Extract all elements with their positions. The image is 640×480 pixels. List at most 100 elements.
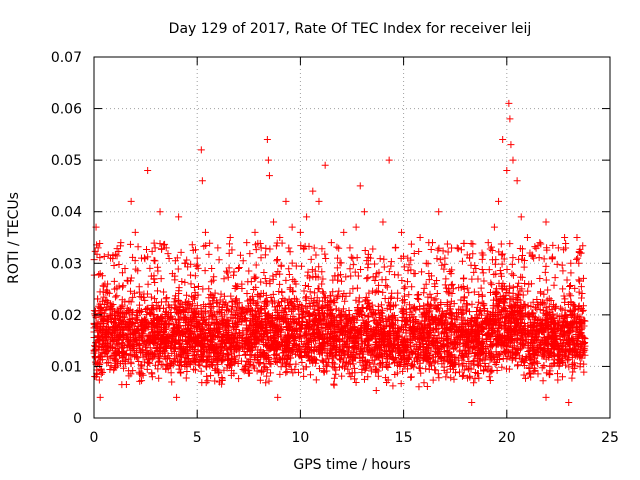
data-point — [335, 287, 343, 295]
data-point — [107, 302, 115, 310]
data-point — [134, 322, 142, 330]
data-point — [121, 360, 129, 368]
data-point — [322, 294, 330, 302]
dense-scatter-band — [90, 239, 589, 394]
data-point — [532, 314, 540, 322]
data-point — [485, 362, 493, 370]
data-point — [204, 377, 212, 385]
data-point — [301, 312, 309, 320]
data-point — [182, 374, 190, 382]
data-point — [138, 377, 146, 385]
data-point — [580, 368, 588, 376]
data-point — [111, 293, 119, 301]
data-point — [163, 294, 171, 302]
data-point — [540, 362, 548, 370]
data-point — [405, 291, 413, 299]
data-point — [218, 373, 226, 381]
data-point — [565, 363, 573, 371]
data-point — [250, 338, 258, 346]
data-point — [345, 370, 353, 378]
data-point — [349, 285, 357, 293]
data-point — [190, 365, 198, 373]
data-point — [429, 376, 437, 384]
data-point — [564, 356, 572, 364]
data-point — [300, 372, 308, 380]
data-point — [170, 298, 178, 306]
data-point — [300, 287, 308, 295]
data-point — [203, 372, 211, 380]
data-point — [450, 375, 458, 383]
data-point — [558, 373, 566, 381]
data-point — [458, 372, 466, 380]
data-point — [555, 362, 563, 370]
data-point — [260, 363, 268, 371]
data-point — [397, 380, 405, 388]
data-point — [560, 292, 568, 300]
data-point — [468, 300, 476, 308]
data-point — [533, 296, 541, 304]
data-point — [503, 365, 511, 373]
data-point — [396, 328, 404, 336]
data-point — [542, 339, 550, 347]
data-point — [492, 360, 500, 368]
data-point — [339, 344, 347, 352]
data-point — [262, 379, 270, 387]
data-point — [127, 360, 135, 368]
data-point — [106, 365, 114, 373]
data-point — [95, 376, 103, 384]
data-point — [554, 376, 562, 384]
data-point — [435, 374, 443, 382]
data-point — [399, 367, 407, 375]
data-point — [383, 304, 391, 312]
data-point — [359, 362, 367, 370]
data-point — [520, 371, 528, 379]
data-point — [534, 370, 542, 378]
data-point — [475, 374, 483, 382]
data-point — [230, 325, 238, 333]
data-point — [330, 374, 338, 382]
data-point — [570, 364, 578, 372]
data-point — [455, 368, 463, 376]
data-point — [534, 359, 542, 367]
data-point — [255, 360, 263, 368]
data-point — [393, 369, 401, 377]
data-point — [544, 286, 552, 294]
data-point — [347, 373, 355, 381]
data-point — [351, 375, 359, 383]
data-point — [354, 340, 362, 348]
data-point — [318, 280, 326, 288]
data-point — [527, 302, 535, 310]
data-point — [539, 377, 547, 385]
data-point — [319, 289, 327, 297]
data-point — [94, 295, 102, 303]
data-point — [485, 373, 493, 381]
data-point — [335, 355, 343, 363]
data-point — [155, 374, 163, 382]
data-point — [508, 270, 516, 278]
data-point — [217, 290, 225, 298]
data-point — [267, 369, 275, 377]
data-point — [130, 344, 138, 352]
data-point — [370, 360, 378, 368]
data-point — [235, 375, 243, 383]
data-point — [249, 362, 257, 370]
data-point — [180, 314, 188, 322]
data-point — [568, 374, 576, 382]
data-point — [527, 373, 535, 381]
data-point — [345, 307, 353, 315]
data-point — [242, 321, 250, 329]
data-point — [352, 379, 360, 387]
data-point — [524, 287, 532, 295]
data-point — [551, 359, 559, 367]
data-point — [522, 374, 530, 382]
data-point — [415, 383, 423, 391]
data-point — [432, 295, 440, 303]
data-point — [389, 382, 397, 390]
data-point — [310, 332, 318, 340]
data-point — [575, 288, 583, 296]
data-point — [335, 363, 343, 371]
data-point — [198, 379, 206, 387]
data-point — [470, 379, 478, 387]
